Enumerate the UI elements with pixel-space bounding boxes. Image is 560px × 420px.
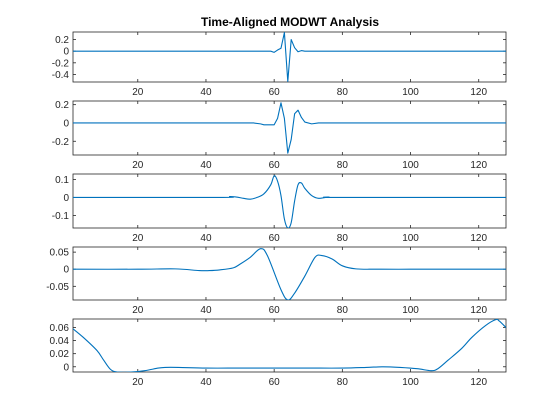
x-tick-label: 100 <box>402 233 419 244</box>
y-tick-label: 0.1 <box>55 175 69 186</box>
y-tick-label: 0 <box>63 47 69 58</box>
x-tick-label: 100 <box>402 305 419 316</box>
x-tick-label: 100 <box>402 160 419 171</box>
x-tick-label: 60 <box>269 160 281 171</box>
y-tick-label: -0.4 <box>52 70 70 81</box>
subplot-3-axes-box <box>72 173 507 229</box>
x-tick-label: 60 <box>269 377 281 388</box>
x-tick-label: 80 <box>337 160 349 171</box>
y-tick-label: -0.05 <box>46 282 69 293</box>
x-tick-label: 80 <box>337 87 349 98</box>
x-tick-label: 20 <box>132 305 144 316</box>
y-tick-label: 0 <box>63 193 69 204</box>
subplot-4: 20 40 60 80 100 120 0.05 0 -0.05 <box>46 246 507 316</box>
x-tick-label: 80 <box>337 377 349 388</box>
x-tick-label: 100 <box>402 87 419 98</box>
x-tick-label: 20 <box>132 377 144 388</box>
x-tick-label: 120 <box>470 87 487 98</box>
y-tick-label: -0.2 <box>52 137 70 148</box>
x-tick-label: 40 <box>200 377 212 388</box>
y-tick-label: 0 <box>63 362 69 373</box>
y-tick-label: -0.1 <box>52 211 70 222</box>
y-tick-label: 0 <box>63 265 69 276</box>
x-tick-label: 100 <box>402 377 419 388</box>
subplot-4-series-line <box>73 248 506 300</box>
subplot-1: 20 40 60 80 100 120 0.20-0.2-0.4 <box>52 31 507 98</box>
subplot-4-axes-box <box>72 246 507 301</box>
x-tick-label: 120 <box>470 377 487 388</box>
x-tick-label: 60 <box>269 305 281 316</box>
y-tick-label: 0.04 <box>50 336 70 347</box>
x-tick-label: 20 <box>132 233 144 244</box>
x-tick-label: 60 <box>269 87 281 98</box>
y-tick-label: -0.2 <box>52 58 70 69</box>
subplot-5-series-line <box>73 319 506 372</box>
y-tick-label: 0.2 <box>55 35 69 46</box>
x-tick-label: 20 <box>132 160 144 171</box>
x-tick-label: 120 <box>470 305 487 316</box>
y-tick-label: 0 <box>63 118 69 129</box>
y-tick-label: 0.06 <box>50 323 70 334</box>
x-tick-label: 60 <box>269 233 281 244</box>
chart-title: Time-Aligned MODWT Analysis <box>201 15 379 29</box>
subplot-5-axes-box <box>72 318 507 373</box>
x-tick-label: 40 <box>200 233 212 244</box>
subplot-2-series-line <box>73 102 506 154</box>
x-tick-label: 40 <box>200 305 212 316</box>
x-tick-label: 20 <box>132 87 144 98</box>
x-tick-label: 120 <box>470 233 487 244</box>
y-tick-label: 0.05 <box>50 248 70 259</box>
y-tick-label: 0.2 <box>55 100 69 111</box>
x-tick-label: 120 <box>470 160 487 171</box>
x-tick-label: 40 <box>200 87 212 98</box>
subplot-2: 20 40 60 80 100 120 0.2 0 -0.2 <box>52 100 507 171</box>
subplot-3: 20 40 60 80 100 120 0.1 0 -0.1 <box>52 173 507 244</box>
y-tick-label: 0.02 <box>50 349 70 360</box>
subplot-1-series-line <box>73 32 506 82</box>
x-tick-label: 80 <box>337 305 349 316</box>
subplot-5: 20 40 60 80 100 120 0.06 0.04 0.02 0 <box>50 318 507 388</box>
x-tick-label: 40 <box>200 160 212 171</box>
x-tick-label: 80 <box>337 233 349 244</box>
subplot-3-series-line <box>73 175 506 228</box>
